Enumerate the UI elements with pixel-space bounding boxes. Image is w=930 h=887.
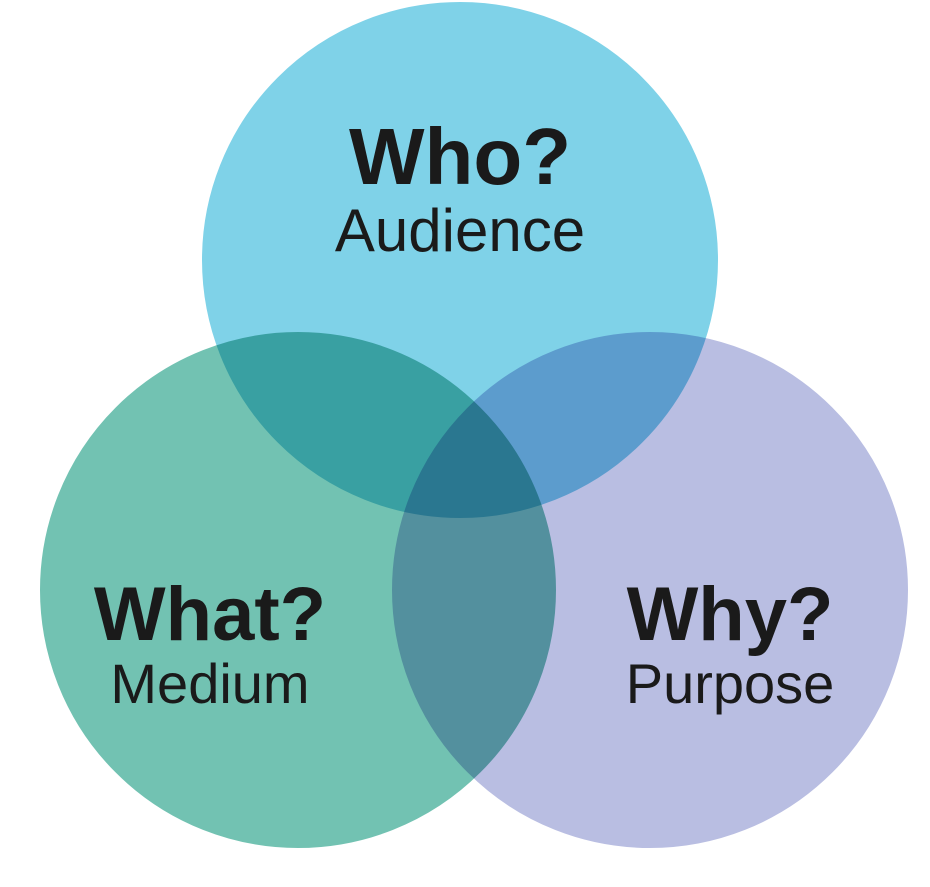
venn-label-what: What? Medium bbox=[94, 575, 326, 714]
venn-title-who: Who? bbox=[335, 115, 585, 199]
venn-label-who: Who? Audience bbox=[335, 115, 585, 262]
venn-title-what: What? bbox=[94, 575, 326, 655]
venn-label-why: Why? Purpose bbox=[626, 575, 835, 714]
venn-subtitle-who: Audience bbox=[335, 199, 585, 262]
venn-subtitle-what: Medium bbox=[94, 655, 326, 714]
venn-title-why: Why? bbox=[626, 575, 835, 655]
venn-subtitle-why: Purpose bbox=[626, 655, 835, 714]
venn-diagram: Who? Audience What? Medium Why? Purpose bbox=[0, 0, 930, 887]
